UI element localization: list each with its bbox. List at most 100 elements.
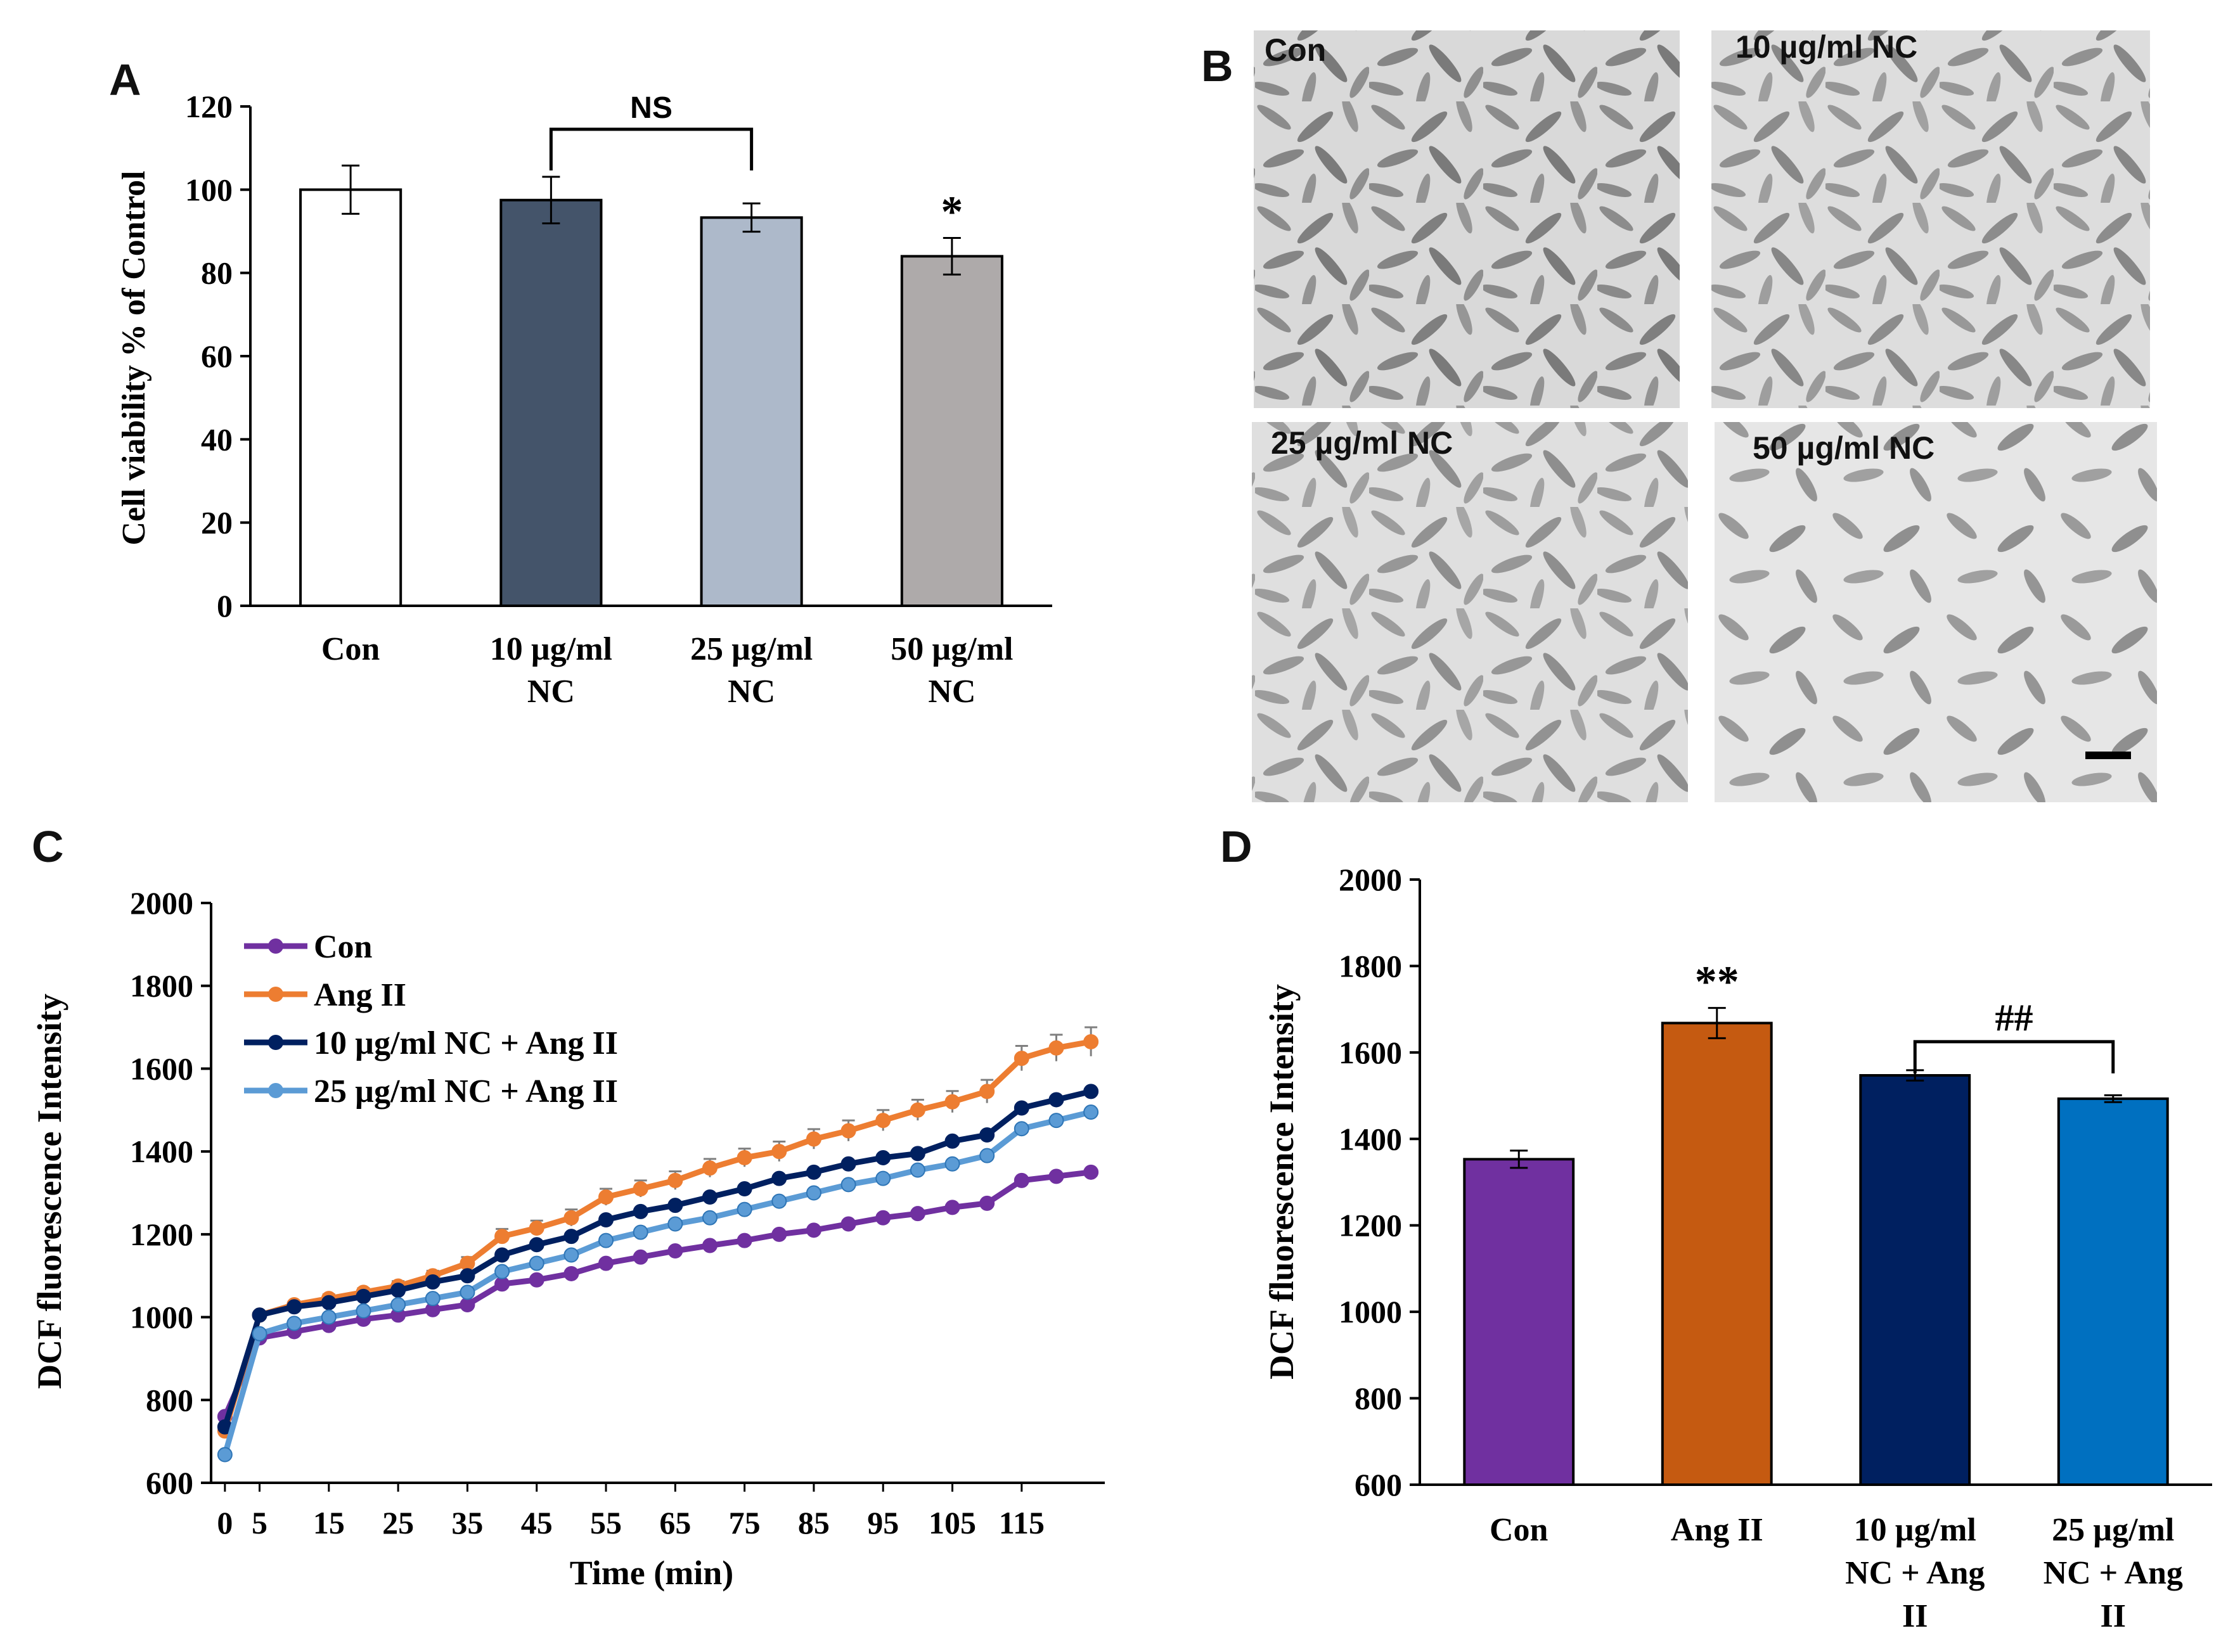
y-axis-label: DCF fluorescence Intensity	[1263, 984, 1301, 1380]
data-point	[286, 1316, 302, 1331]
y-tick-label: 20	[201, 505, 233, 541]
data-point	[771, 1144, 787, 1160]
data-point	[633, 1181, 648, 1196]
legend-label: 10 µg/ml NC + Ang II	[314, 1025, 618, 1061]
data-point	[667, 1216, 683, 1232]
data-point	[494, 1264, 510, 1279]
data-point	[1014, 1121, 1029, 1137]
legend-swatch-marker	[268, 1083, 283, 1098]
x-tick-label: 85	[798, 1505, 830, 1540]
data-point	[875, 1210, 891, 1226]
significance-star: **	[1695, 958, 1739, 1007]
data-point	[494, 1247, 510, 1263]
data-point	[702, 1238, 718, 1253]
series-line	[222, 1088, 1092, 1428]
data-point	[667, 1198, 683, 1213]
data-point	[252, 1326, 267, 1341]
y-tick-label: 800	[1355, 1381, 1402, 1416]
data-point	[875, 1170, 891, 1186]
data-point	[1083, 1034, 1099, 1049]
data-point	[840, 1156, 856, 1172]
panel-label-a: A	[109, 55, 141, 105]
x-category-label: II	[1902, 1598, 1928, 1634]
chart-d-dcf-intensity: 600 800 1000 1200 1400 1600 1800 2000 Con Ang II 1…	[1263, 862, 2212, 1634]
data-point	[217, 1447, 233, 1463]
x-category-label: NC	[728, 674, 775, 710]
data-point	[771, 1193, 787, 1209]
data-point	[910, 1146, 925, 1162]
panel-label-b: B	[1201, 41, 1233, 91]
data-point	[1014, 1100, 1029, 1116]
panel-label-d: D	[1220, 822, 1252, 871]
data-point	[771, 1170, 787, 1186]
y-tick-label: 1200	[130, 1217, 193, 1252]
micrograph-50-nc	[1715, 422, 2157, 802]
data-point	[737, 1233, 752, 1248]
significance-label: NS	[630, 91, 673, 125]
x-tick-label: 95	[867, 1505, 899, 1540]
y-tick-label: 0	[217, 588, 233, 624]
data-point	[1083, 1084, 1099, 1099]
data-point	[1083, 1105, 1099, 1120]
x-category-label: NC + Ang	[2044, 1555, 2183, 1591]
y-tick-label: 1400	[1339, 1121, 1402, 1156]
micrograph-10-nc	[1711, 30, 2150, 408]
chart-a-cell-viability: 0 20 40 60 80 100 120 Con 10 µg/ml NC 25 µg/ml NC 50…	[116, 89, 1052, 710]
data-point	[702, 1160, 718, 1176]
x-tick-label: 5	[252, 1505, 267, 1540]
bar	[499, 198, 603, 607]
x-tick-label: 25	[382, 1505, 414, 1540]
data-point	[944, 1156, 960, 1172]
x-tick-label: 45	[521, 1505, 553, 1540]
data-point	[425, 1274, 441, 1290]
y-tick-label: 60	[201, 338, 233, 374]
legend-swatch-marker	[268, 938, 283, 954]
data-point	[667, 1172, 683, 1188]
y-tick-label: 120	[185, 89, 233, 124]
data-point	[633, 1249, 648, 1265]
data-point	[1014, 1172, 1029, 1188]
data-point	[563, 1229, 579, 1245]
data-point	[737, 1149, 752, 1165]
data-point	[1083, 1164, 1099, 1180]
data-point	[840, 1123, 856, 1139]
data-point	[840, 1177, 856, 1193]
data-point	[321, 1295, 337, 1310]
significance-label: ##	[1995, 997, 2033, 1039]
x-category-label: NC	[928, 674, 975, 710]
data-point	[944, 1094, 960, 1110]
micrograph-grid	[1252, 30, 2157, 802]
x-category-label: 50 µg/ml	[891, 631, 1013, 667]
x-category-label: 25 µg/ml	[690, 631, 813, 667]
y-axis-label: DCF fluorescence Intensity	[30, 994, 68, 1389]
legend-label: 25 µg/ml NC + Ang II	[314, 1073, 618, 1110]
data-point	[598, 1255, 614, 1271]
x-category-label: II	[2101, 1598, 2126, 1634]
data-point	[910, 1102, 925, 1118]
data-point	[598, 1212, 614, 1227]
x-category-label: 25 µg/ml	[2052, 1512, 2174, 1548]
data-point	[979, 1084, 995, 1099]
data-point	[390, 1297, 406, 1312]
data-point	[425, 1291, 441, 1307]
chart-c-dcf-time-course: 600 800 1000 1200 1400 1600 1800 2000 0 5 15 25 35 45…	[30, 885, 1105, 1592]
data-point	[737, 1201, 752, 1217]
data-point	[1048, 1113, 1064, 1129]
data-point	[979, 1148, 995, 1163]
bar	[1661, 1021, 1773, 1486]
x-category-label: Con	[1490, 1512, 1548, 1548]
x-tick-label: 35	[451, 1505, 483, 1540]
y-tick-label: 1600	[1339, 1035, 1402, 1070]
y-tick-label: 800	[146, 1382, 193, 1418]
x-tick-label: 75	[729, 1505, 761, 1540]
data-point	[563, 1247, 579, 1263]
data-point	[633, 1224, 648, 1240]
data-point	[529, 1237, 544, 1253]
data-point	[252, 1307, 267, 1323]
data-point	[1048, 1040, 1064, 1056]
data-point	[806, 1164, 821, 1180]
y-tick-label: 1800	[130, 968, 193, 1004]
data-point	[1048, 1169, 1064, 1184]
data-point	[910, 1206, 925, 1222]
significance-star: *	[941, 188, 963, 237]
